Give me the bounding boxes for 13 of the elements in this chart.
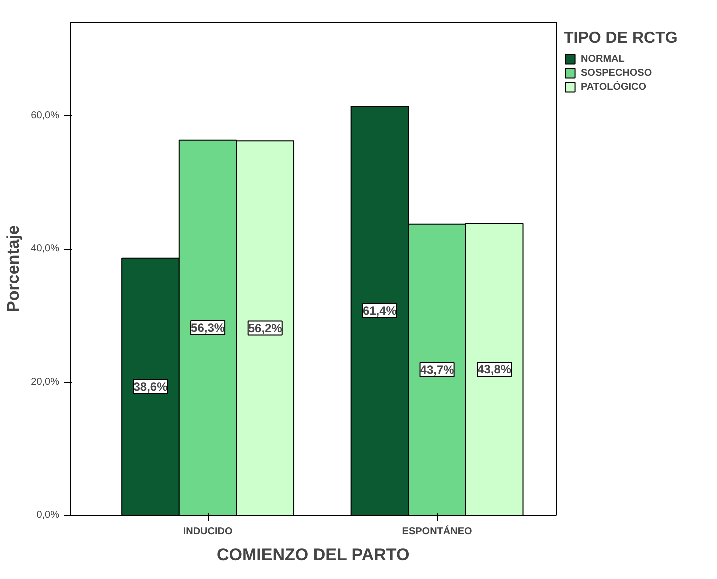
x-axis-title: COMIENZO DEL PARTO [217, 546, 410, 564]
legend-label: NORMAL [581, 53, 625, 65]
legend-title: TIPO DE RCTG [564, 30, 678, 48]
x-tick-label: ESPONTÁNEO [402, 526, 473, 538]
x-tick-label: INDUCIDO [183, 526, 233, 538]
y-tick-label: 0,0% [36, 510, 60, 521]
y-tick-label: 60,0% [31, 110, 60, 122]
y-tick-label: 40,0% [31, 244, 60, 255]
data-label: 61,4% [362, 304, 398, 318]
legend-label: SOSPECHOSO [581, 67, 652, 79]
y-axis-title: Porcentaje [4, 226, 24, 312]
y-tick-label: 20,0% [31, 376, 60, 388]
legend-label: PATOLÓGICO [581, 81, 647, 93]
